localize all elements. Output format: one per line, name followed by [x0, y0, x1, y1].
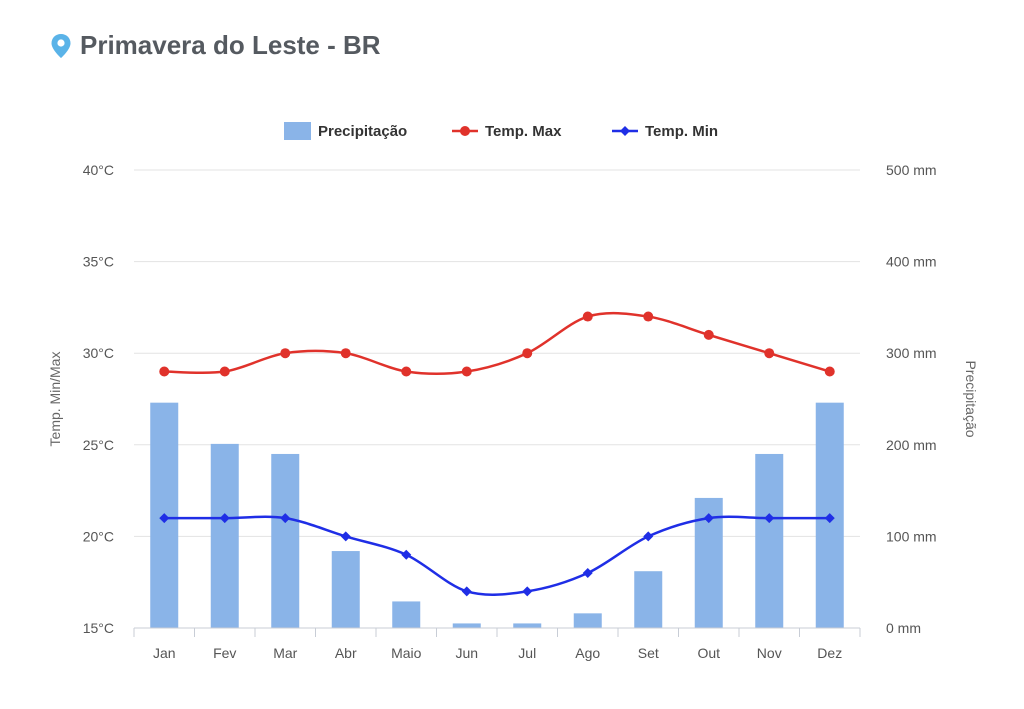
left-axis-ticks: 15°C 20°C 25°C 30°C 35°C 40°C — [83, 162, 114, 636]
precipitation-bar[interactable] — [634, 571, 663, 628]
precipitation-bar[interactable] — [392, 601, 421, 628]
chart-header: Primavera do Leste - BR — [50, 30, 381, 61]
x-axis: Jan Fev Mar Abr Maio Jun Jul Ago Set Out Nov Dez — [133, 627, 861, 661]
x-tick-label: Ago — [575, 645, 600, 661]
legend-temp-max-marker[interactable] — [460, 126, 470, 136]
axis-titles: Temp. Min/Max Precipitação — [47, 352, 979, 447]
temp-min-point[interactable] — [522, 586, 533, 597]
x-tick-label: Mar — [273, 645, 297, 661]
temp-max-point[interactable] — [824, 366, 835, 377]
temp-max-point[interactable] — [219, 366, 230, 377]
x-tick-label: Jul — [518, 645, 536, 661]
temp-min-point[interactable] — [764, 513, 775, 524]
left-axis-title: Temp. Min/Max — [47, 352, 63, 447]
temp-max-point[interactable] — [643, 311, 654, 322]
temp-min-point[interactable] — [159, 513, 170, 524]
precipitation-bar[interactable] — [271, 453, 300, 628]
precipitation-bar[interactable] — [210, 443, 239, 628]
right-axis-title: Precipitação — [963, 360, 979, 437]
x-tick-label: Nov — [757, 645, 782, 661]
legend-temp-max-label[interactable]: Temp. Max — [485, 123, 562, 140]
temp-min-point[interactable] — [340, 531, 351, 542]
left-tick-label: 25°C — [83, 437, 114, 453]
left-tick-label: 30°C — [83, 345, 114, 361]
temp-min-line — [164, 515, 830, 596]
temp-max-point[interactable] — [522, 348, 533, 359]
left-tick-label: 40°C — [83, 162, 114, 178]
temp-min-point[interactable] — [219, 513, 230, 524]
temp-min-point[interactable] — [582, 568, 593, 579]
right-tick-label: 0 mm — [886, 620, 921, 636]
legend[interactable]: Precipitação Temp. Max Temp. Min — [284, 122, 718, 140]
precipitation-bar[interactable] — [573, 613, 602, 628]
precipitation-bar[interactable] — [513, 623, 542, 628]
left-tick-label: 15°C — [83, 620, 114, 636]
temp-min-point[interactable] — [280, 513, 291, 524]
temp-min-point[interactable] — [824, 513, 835, 524]
temp-max-point[interactable] — [340, 348, 351, 359]
temp-max-point[interactable] — [159, 366, 170, 377]
precipitation-bar[interactable] — [755, 453, 784, 628]
precipitation-bar[interactable] — [331, 551, 360, 628]
right-axis-ticks: 0 mm 100 mm 200 mm 300 mm 400 mm 500 mm — [886, 162, 937, 636]
temp-min-point[interactable] — [401, 549, 412, 560]
temp-max-point[interactable] — [401, 366, 412, 377]
x-tick-label: Out — [697, 645, 720, 661]
temp-max-line — [164, 311, 831, 375]
grid-lines — [134, 169, 860, 629]
right-tick-label: 400 mm — [886, 254, 937, 270]
x-tick-label: Abr — [335, 645, 357, 661]
temp-max-point[interactable] — [280, 348, 291, 359]
temp-min-point[interactable] — [643, 531, 654, 542]
temp-min-point[interactable] — [703, 513, 714, 524]
x-tick-label: Jan — [153, 645, 176, 661]
x-tick-label: Maio — [391, 645, 422, 661]
right-tick-label: 200 mm — [886, 437, 937, 453]
temp-max-point[interactable] — [582, 311, 593, 322]
page-title: Primavera do Leste - BR — [80, 30, 381, 60]
legend-precipitation-label[interactable]: Precipitação — [318, 123, 407, 140]
right-tick-label: 500 mm — [886, 162, 937, 178]
x-tick-label: Jun — [455, 645, 478, 661]
legend-temp-min-marker[interactable] — [620, 126, 630, 136]
x-tick-label: Dez — [817, 645, 842, 661]
location-pin-icon — [51, 33, 71, 58]
temp-max-point[interactable] — [461, 366, 472, 377]
temp-min-point[interactable] — [461, 586, 472, 597]
legend-temp-min-label[interactable]: Temp. Min — [645, 123, 718, 140]
x-tick-label: Set — [638, 645, 659, 661]
legend-precipitation-swatch[interactable] — [284, 122, 311, 140]
right-tick-label: 300 mm — [886, 345, 937, 361]
temp-max-point[interactable] — [703, 329, 714, 340]
left-tick-label: 35°C — [83, 254, 114, 270]
left-tick-label: 20°C — [83, 528, 114, 544]
x-tick-label: Fev — [213, 645, 236, 661]
right-tick-label: 100 mm — [886, 528, 937, 544]
temperature-lines — [159, 311, 835, 597]
precipitation-bar[interactable] — [452, 623, 481, 628]
temp-max-point[interactable] — [764, 348, 775, 359]
